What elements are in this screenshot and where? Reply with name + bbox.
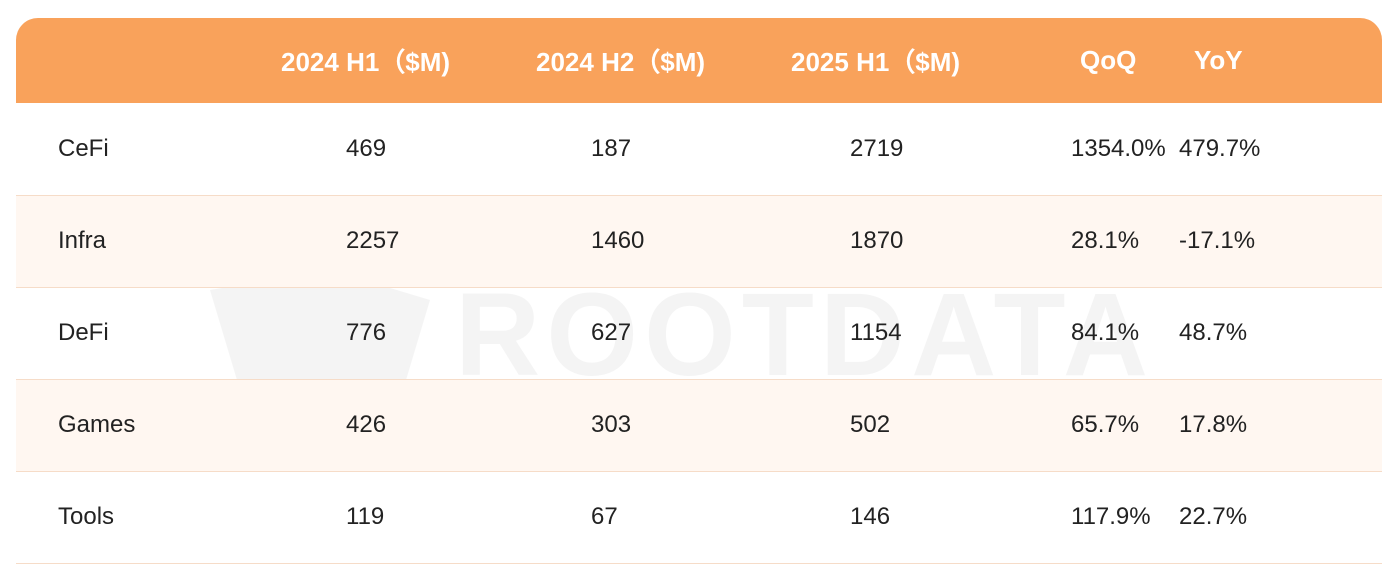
cell-2024-h2: 627 [591, 319, 632, 346]
row-category-cell: Games [58, 411, 136, 438]
table-row: Games 426 303 502 65.7% 17.8% [16, 379, 1382, 471]
column-header-2024-h1: 2024 H1（$M) [281, 47, 451, 77]
cell-2025-h1: 1154 [850, 319, 902, 346]
cell-yoy: 22.7% [1179, 503, 1248, 530]
cell-2024-h1: 2257 [346, 227, 400, 254]
column-header-2025-h1: 2025 H1（$M) [791, 47, 961, 77]
table-row: Tools 119 67 146 117.9% 22.7% [16, 471, 1382, 563]
data-table-container: 2024 H1（$M) 2024 H2（$M) 2025 H1（$M) QoQ … [16, 18, 1382, 564]
row-category-cell: CeFi [58, 134, 109, 162]
cell-2024-h1: 426 [346, 411, 387, 438]
row-category-cell: Tools [58, 503, 115, 530]
cell-2024-h2: 187 [591, 134, 632, 162]
cell-2024-h1: 469 [346, 134, 387, 162]
column-header-2024-h2: 2024 H2（$M) [536, 47, 706, 77]
cell-yoy: 48.7% [1179, 319, 1248, 346]
cell-2025-h1: 146 [850, 503, 891, 530]
column-header-qoq: QoQ [1080, 45, 1137, 75]
table-row: Infra 2257 1460 1870 28.1% -17.1% [16, 195, 1382, 287]
cell-2024-h1: 776 [346, 319, 387, 346]
cell-2025-h1: 2719 [850, 134, 904, 162]
cell-qoq: 84.1% [1071, 319, 1140, 346]
cell-2025-h1: 1870 [850, 227, 904, 254]
row-category-cell: DeFi [58, 319, 109, 346]
cell-qoq: 1354.0% [1071, 134, 1166, 162]
cell-qoq: 65.7% [1071, 411, 1140, 438]
cell-2025-h1: 502 [850, 411, 891, 438]
table-row: DeFi 776 627 1154 84.1% 48.7% [16, 287, 1382, 379]
table-header-row: 2024 H1（$M) 2024 H2（$M) 2025 H1（$M) QoQ … [16, 18, 1382, 103]
column-header-yoy: YoY [1194, 45, 1243, 75]
column-header-category [16, 18, 241, 103]
table-row: CeFi 469 187 2719 1354.0% 479.7% [16, 103, 1382, 195]
cell-qoq: 117.9% [1071, 503, 1151, 530]
cell-yoy: -17.1% [1179, 227, 1256, 254]
cell-yoy: 17.8% [1179, 411, 1248, 438]
data-table: 2024 H1（$M) 2024 H2（$M) 2025 H1（$M) QoQ … [16, 18, 1382, 564]
cell-yoy: 479.7% [1179, 134, 1261, 162]
cell-2024-h2: 67 [591, 503, 618, 530]
cell-qoq: 28.1% [1071, 227, 1140, 254]
cell-2024-h1: 119 [346, 503, 385, 530]
cell-2024-h2: 1460 [591, 227, 645, 254]
cell-2024-h2: 303 [591, 411, 632, 438]
row-category-cell: Infra [58, 227, 107, 254]
